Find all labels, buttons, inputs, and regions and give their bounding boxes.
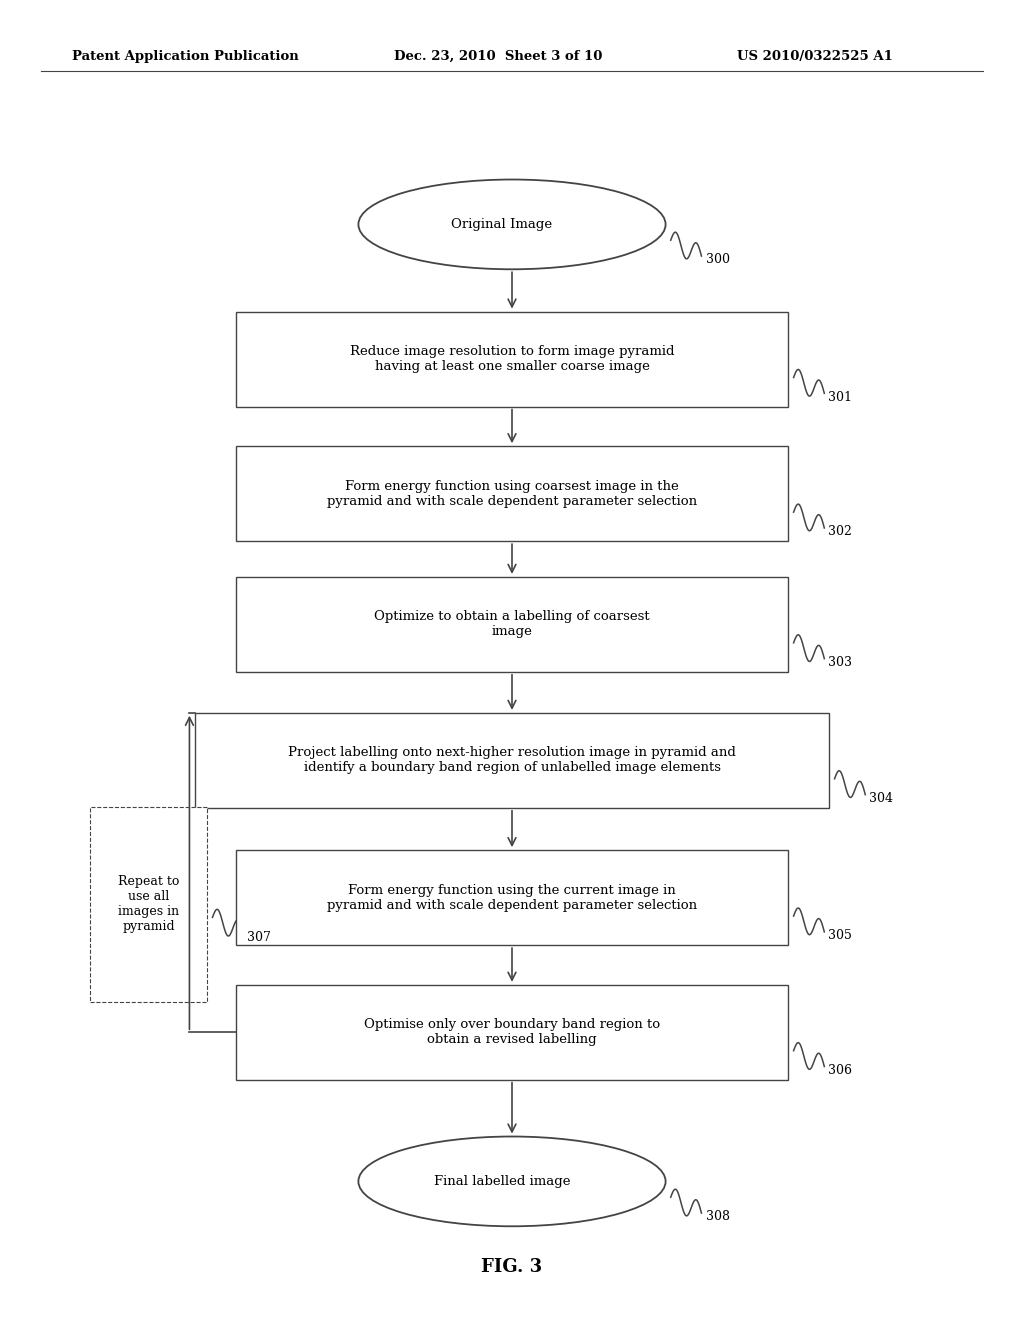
Text: Form energy function using coarsest image in the
pyramid and with scale dependen: Form energy function using coarsest imag… xyxy=(327,479,697,508)
Text: 307: 307 xyxy=(248,931,271,944)
Text: Original Image: Original Image xyxy=(452,218,552,231)
Text: 304: 304 xyxy=(869,792,893,805)
Text: Optimize to obtain a labelling of coarsest
image: Optimize to obtain a labelling of coarse… xyxy=(374,610,650,639)
Text: Reduce image resolution to form image pyramid
having at least one smaller coarse: Reduce image resolution to form image py… xyxy=(350,345,674,374)
Text: 308: 308 xyxy=(706,1210,729,1224)
Text: Form energy function using the current image in
pyramid and with scale dependent: Form energy function using the current i… xyxy=(327,883,697,912)
Text: Final labelled image: Final labelled image xyxy=(433,1175,570,1188)
Text: Project labelling onto next-higher resolution image in pyramid and
identify a bo: Project labelling onto next-higher resol… xyxy=(288,746,736,775)
Ellipse shape xyxy=(358,180,666,269)
Text: 300: 300 xyxy=(706,253,729,267)
Text: Dec. 23, 2010  Sheet 3 of 10: Dec. 23, 2010 Sheet 3 of 10 xyxy=(394,50,602,63)
Text: 302: 302 xyxy=(828,525,852,539)
Text: FIG. 3: FIG. 3 xyxy=(481,1258,543,1276)
FancyBboxPatch shape xyxy=(236,577,788,672)
Text: Optimise only over boundary band region to
obtain a revised labelling: Optimise only over boundary band region … xyxy=(364,1018,660,1047)
Text: 303: 303 xyxy=(828,656,852,669)
FancyBboxPatch shape xyxy=(236,985,788,1080)
Text: 305: 305 xyxy=(828,929,852,942)
FancyBboxPatch shape xyxy=(90,807,207,1002)
Text: 306: 306 xyxy=(828,1064,852,1077)
FancyBboxPatch shape xyxy=(195,713,829,808)
FancyBboxPatch shape xyxy=(236,312,788,407)
Text: 301: 301 xyxy=(828,391,852,404)
FancyBboxPatch shape xyxy=(236,850,788,945)
Ellipse shape xyxy=(358,1137,666,1226)
Text: Patent Application Publication: Patent Application Publication xyxy=(72,50,298,63)
Text: US 2010/0322525 A1: US 2010/0322525 A1 xyxy=(737,50,893,63)
FancyBboxPatch shape xyxy=(236,446,788,541)
Text: Repeat to
use all
images in
pyramid: Repeat to use all images in pyramid xyxy=(118,875,179,933)
